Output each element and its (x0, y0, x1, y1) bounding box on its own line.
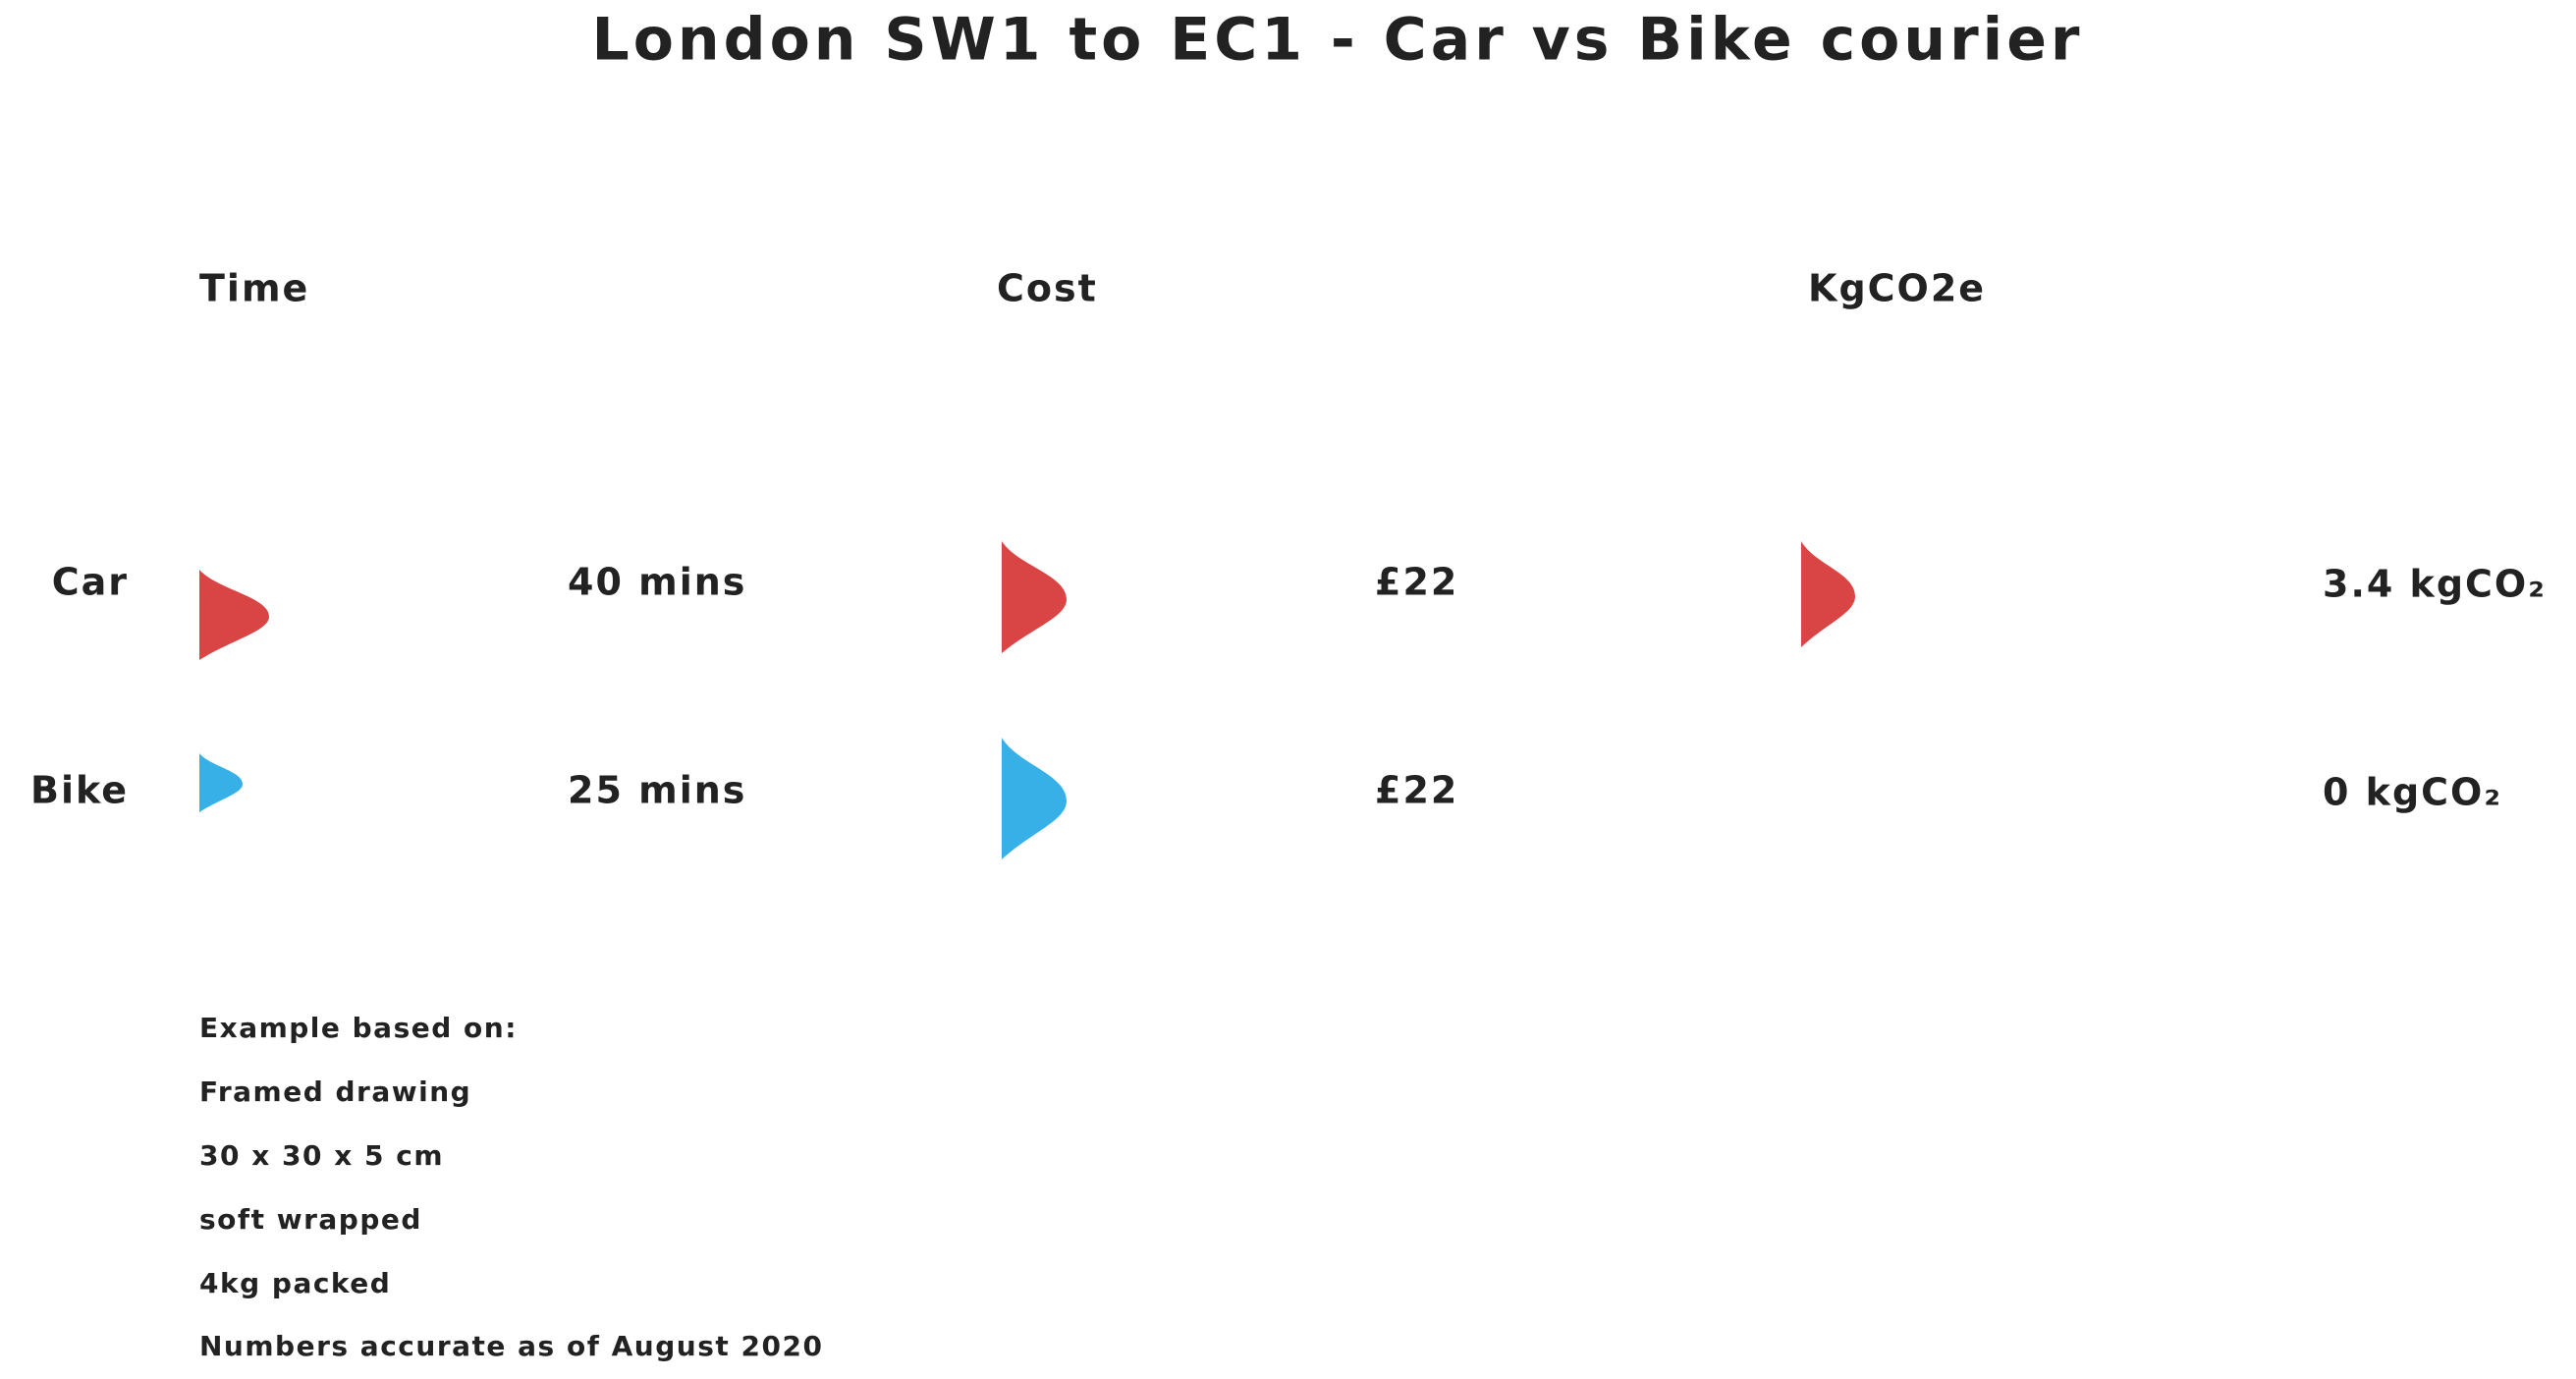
note: 4kg packed (199, 1267, 391, 1299)
column-header: Time (199, 267, 309, 310)
value: 40 mins (568, 561, 746, 604)
column-header: Cost (997, 267, 1098, 310)
value: £22 (1375, 561, 1458, 604)
title: London SW1 to EC1 - Car vs Bike courier (591, 6, 2083, 75)
note: 30 x 30 x 5 cm (199, 1139, 444, 1172)
car-cost-shape (1002, 541, 1067, 653)
row-label: Bike (30, 769, 129, 812)
bike-cost-shape (1002, 738, 1067, 859)
note: soft wrapped (199, 1203, 422, 1236)
car-co2-shape (1801, 541, 1855, 647)
value: 0 kgCO₂ (2323, 771, 2502, 814)
car-time-shape (199, 570, 269, 660)
value: £22 (1375, 769, 1458, 812)
note: Example based on: (199, 1012, 518, 1044)
note: Framed drawing (199, 1076, 471, 1108)
row-label: Car (52, 561, 129, 604)
value: 3.4 kgCO₂ (2323, 563, 2547, 606)
value: 25 mins (568, 769, 746, 812)
bike-time-shape (199, 753, 243, 812)
column-header: KgCO2e (1808, 267, 1986, 310)
note: Numbers accurate as of August 2020 (199, 1330, 823, 1362)
